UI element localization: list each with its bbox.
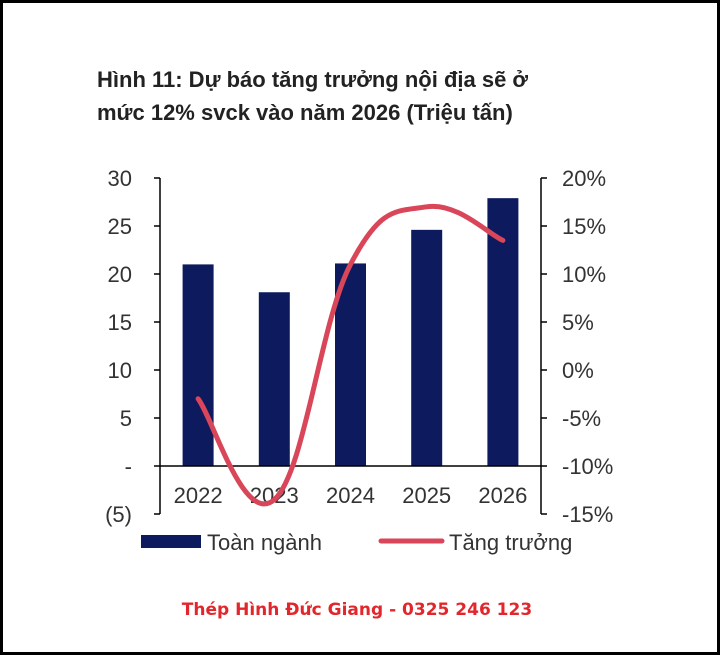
- legend-label-toan-nganh: Toàn ngành: [207, 530, 322, 555]
- y-right-tick-label: 10%: [562, 262, 606, 287]
- x-tick-label: 2022: [174, 483, 223, 508]
- x-tick-label: 2024: [326, 483, 375, 508]
- y-right-tick-label: -15%: [562, 502, 613, 527]
- y-right-tick-label: 15%: [562, 214, 606, 239]
- y-left-tick-label: 20: [108, 262, 132, 287]
- y-right-tick-label: 0%: [562, 358, 594, 383]
- y-right-tick-label: -5%: [562, 406, 601, 431]
- y-left-tick-label: 25: [108, 214, 132, 239]
- y-left-tick-label: 30: [108, 166, 132, 191]
- y-left-tick-label: 10: [108, 358, 132, 383]
- x-tick-label: 2026: [478, 483, 527, 508]
- chart-title: Hình 11: Dự báo tăng trưởng nội địa sẽ ở…: [97, 63, 657, 129]
- bar-2024: [335, 263, 366, 466]
- bar-2025: [411, 229, 443, 466]
- y-right-tick-label: 5%: [562, 310, 594, 335]
- legend-swatch-toan-nganh: [141, 535, 201, 548]
- chart-title-line-1: Hình 11: Dự báo tăng trưởng nội địa sẽ ở: [97, 67, 529, 92]
- y-left-tick-label: 5: [120, 406, 132, 431]
- watermark: Thép Hình Đức Giang - 0325 246 123: [181, 600, 533, 620]
- y-left-tick-label: 15: [108, 310, 132, 335]
- growth-line: [195, 203, 506, 507]
- bar-2022: [182, 264, 214, 466]
- legend-label-tang-truong: Tăng trưởng: [449, 530, 572, 555]
- y-right-tick-label: -10%: [562, 454, 613, 479]
- y-right-tick-label: 20%: [562, 166, 606, 191]
- y-left-tick-label: -: [125, 454, 132, 479]
- bar-2023: [258, 292, 290, 466]
- x-tick-label: 2025: [402, 483, 451, 508]
- chart-title-line-2: mức 12% svck vào năm 2026 (Triệu tấn): [97, 100, 513, 125]
- y-left-tick-label: (5): [105, 502, 132, 527]
